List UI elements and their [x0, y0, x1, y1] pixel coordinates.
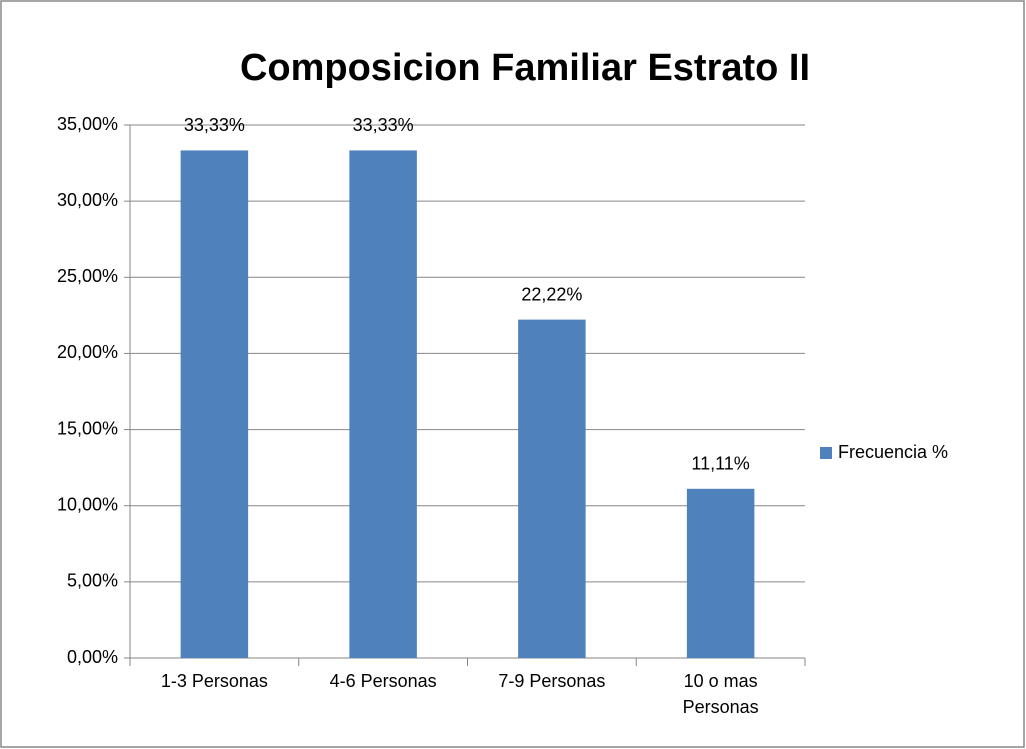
legend-swatch: [820, 447, 832, 459]
bar: [518, 319, 586, 658]
y-tick-label: 0,00%: [67, 647, 118, 667]
legend-label: Frecuencia %: [838, 442, 948, 462]
y-tick-label: 20,00%: [57, 342, 118, 362]
x-tick-label: 7-9 Personas: [498, 671, 606, 691]
y-tick-label: 10,00%: [57, 494, 118, 514]
y-tick-label: 15,00%: [57, 418, 118, 438]
data-label: 33,33%: [184, 115, 245, 135]
y-tick-label: 5,00%: [67, 571, 118, 591]
bar: [686, 488, 755, 658]
y-tick-label: 30,00%: [57, 190, 118, 210]
y-tick-label: 25,00%: [57, 266, 118, 286]
bar: [349, 150, 417, 659]
x-tick-label: 10 o mas Personas: [682, 671, 759, 717]
x-tick-label: 4-6 Personas: [329, 671, 437, 691]
y-tick-label: 35,00%: [57, 114, 118, 134]
bar: [180, 150, 249, 659]
data-label: 11,11%: [691, 454, 749, 474]
chart-title: Composicion Familiar Estrato II: [240, 47, 810, 89]
data-label: 33,33%: [353, 115, 414, 135]
data-label: 22,22%: [521, 284, 582, 304]
x-tick-label: 1-3 Personas: [160, 671, 268, 691]
